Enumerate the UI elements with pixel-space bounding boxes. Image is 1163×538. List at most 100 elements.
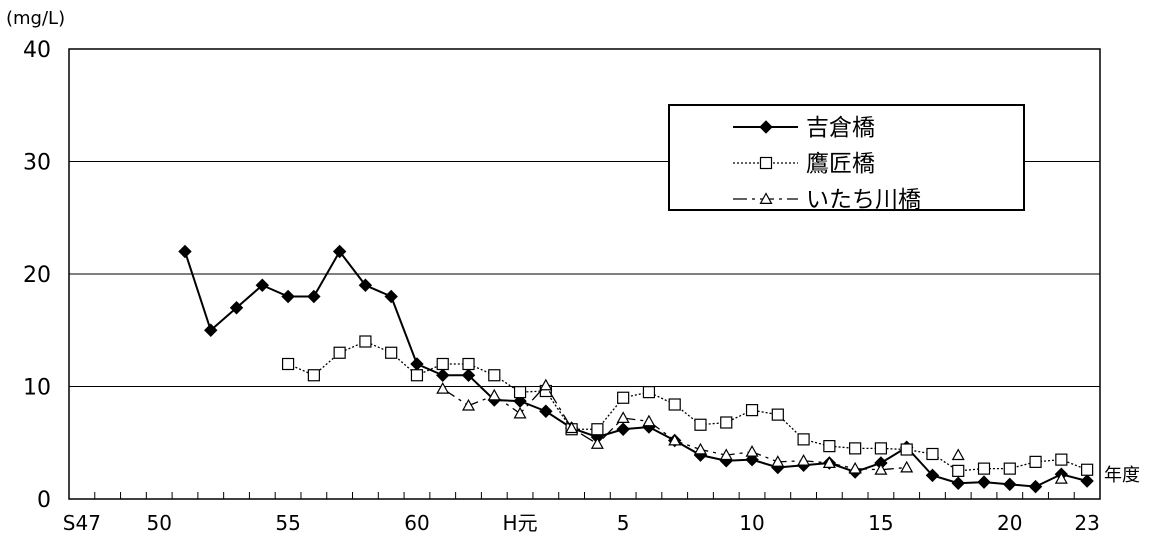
data-point: [977, 475, 991, 489]
series: [281, 335, 1094, 477]
data-point: [590, 437, 604, 449]
data-point: [462, 357, 475, 371]
series: [436, 378, 1068, 484]
x-tick-label: 5: [617, 511, 630, 535]
x-tick-label: 20: [997, 511, 1022, 535]
legend-box: [668, 104, 1025, 211]
data-point: [204, 323, 218, 337]
data-point: [668, 433, 682, 446]
data-point: [385, 346, 398, 359]
data-point: [488, 369, 501, 382]
data-point: [255, 278, 270, 292]
series-layer: [178, 244, 1094, 494]
data-point: [668, 398, 681, 411]
data-point: [642, 386, 656, 399]
data-point: [771, 455, 785, 467]
data-point: [359, 335, 372, 348]
data-point: [745, 404, 759, 417]
data-point: [797, 433, 810, 446]
data-point: [797, 454, 811, 466]
data-point: [565, 421, 579, 434]
y-tick-label: 30: [23, 151, 51, 176]
legend-item: 鷹匠橋: [733, 151, 875, 177]
data-point: [436, 382, 450, 394]
data-point: [1028, 479, 1043, 494]
x-tick-label: 23: [1074, 511, 1099, 535]
series-line: [442, 384, 907, 471]
data-point: [1054, 472, 1068, 484]
data-point: [900, 443, 913, 456]
y-tick-label: 20: [23, 263, 51, 288]
axes: [68, 48, 1101, 500]
data-point: [693, 442, 708, 455]
x-tick-label: H元: [503, 511, 538, 535]
data-point: [307, 369, 320, 382]
data-point: [436, 368, 450, 382]
data-point: [719, 448, 733, 461]
data-point: [513, 406, 527, 419]
data-point: [539, 378, 553, 391]
y-tick-label: 10: [23, 376, 51, 401]
data-point: [822, 456, 836, 468]
data-point: [874, 463, 888, 475]
data-point: [332, 244, 347, 259]
data-point: [694, 418, 707, 431]
data-point: [333, 346, 346, 359]
y-tick-label: 40: [23, 38, 51, 63]
series-line: [287, 340, 1088, 472]
data-point: [951, 448, 965, 461]
data-point: [513, 386, 527, 399]
data-point: [759, 192, 773, 204]
data-point: [539, 404, 553, 418]
data-point: [358, 278, 373, 292]
data-point: [281, 357, 295, 371]
data-point: [1081, 463, 1094, 476]
data-point: [951, 476, 965, 490]
x-tick-label: 60: [404, 511, 429, 535]
data-point: [849, 442, 862, 455]
data-point: [1055, 453, 1068, 466]
y-axis-unit-label: (mg/L): [6, 8, 65, 29]
data-point: [1080, 474, 1094, 488]
data-point: [874, 442, 888, 455]
data-point: [952, 464, 965, 477]
x-tick-label: 55: [275, 511, 300, 535]
data-point: [823, 440, 836, 453]
x-tick-labels: S47 50 55 60 H元 5 10 15 20 23: [63, 511, 1100, 535]
data-point: [487, 388, 501, 401]
y-tick-labels: 0 10 20 30 40: [23, 38, 51, 513]
data-point: [925, 468, 940, 483]
data-point: [1003, 477, 1017, 492]
data-point: [281, 289, 295, 304]
data-point: [1029, 455, 1042, 468]
data-point: [410, 357, 424, 371]
x-tick-label: 10: [739, 511, 764, 535]
x-axis-unit-label: 年度: [1104, 465, 1140, 486]
legend-item: 吉倉橋: [733, 115, 875, 141]
legend-label: 吉倉橋: [806, 115, 875, 141]
x-tick-label: 15: [868, 511, 893, 535]
data-point: [1003, 462, 1016, 475]
data-point: [642, 414, 656, 427]
data-point: [436, 357, 449, 371]
data-point: [229, 301, 244, 315]
data-point: [384, 289, 398, 304]
data-point: [759, 156, 773, 170]
data-point: [461, 398, 476, 411]
data-point: [591, 423, 604, 436]
data-point: [461, 368, 476, 382]
data-point: [977, 462, 991, 475]
series: [178, 244, 1094, 494]
legend-label: いたち川橋: [806, 187, 921, 213]
data-point: [720, 416, 733, 429]
data-point: [307, 289, 321, 304]
data-point: [771, 408, 784, 421]
data-point: [759, 120, 773, 134]
legend-label: 鷹匠橋: [806, 151, 875, 177]
data-point: [178, 244, 192, 259]
data-point: [617, 391, 630, 404]
x-tick-label: S47: [63, 511, 101, 535]
x-tick-label: 50: [146, 511, 171, 535]
